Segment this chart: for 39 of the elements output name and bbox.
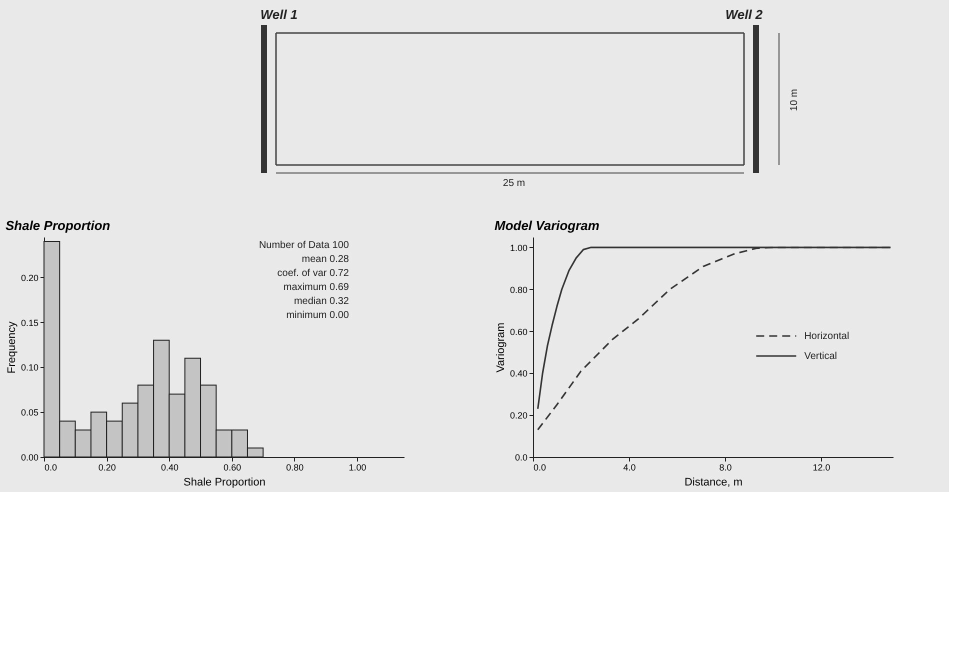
- y-axis-title: Frequency: [6, 321, 18, 374]
- x-tick-label: 0.0: [44, 462, 58, 472]
- annotation: median 0.32: [294, 296, 350, 307]
- text: 10 m: [789, 88, 800, 112]
- x-tick-label: 4.0: [623, 462, 636, 472]
- annotation: Number of Data 100: [258, 240, 350, 251]
- y-tick-label: 0.20: [510, 410, 528, 421]
- annotation: coef. of var 0.72: [277, 268, 350, 279]
- y-tick-label: 0.80: [510, 284, 528, 295]
- y-tick-label: 0.20: [20, 272, 38, 283]
- text: Well 2: [725, 7, 764, 22]
- x-tick-label: 0.60: [224, 462, 242, 472]
- annotation: mean 0.28: [302, 254, 350, 265]
- x-tick-label: 0.40: [160, 462, 178, 472]
- x-axis-title: Shale Proportion: [184, 476, 266, 488]
- x-tick-label: 1.00: [348, 462, 366, 472]
- x-tick-label: 8.0: [719, 462, 732, 472]
- x-tick-label: 12.0: [812, 462, 830, 472]
- y-tick-label: 0.40: [510, 368, 528, 379]
- y-tick-label: 0.05: [20, 408, 38, 418]
- x-tick-label: 0.0: [534, 462, 546, 472]
- y-tick-label: 0.15: [20, 318, 38, 328]
- x-tick-label: 0.80: [286, 462, 304, 472]
- y-tick-label: 0.0: [514, 452, 528, 462]
- y-axis-title: Variogram: [494, 322, 507, 372]
- chart-title: Model Variogram: [494, 218, 600, 233]
- y-tick-label: 0.00: [20, 452, 38, 462]
- chart-title: Shale Proportion: [5, 218, 110, 233]
- y-tick-label: 1.00: [510, 242, 528, 253]
- y-tick-label: 0.60: [510, 326, 528, 337]
- annotation: maximum 0.69: [283, 282, 350, 293]
- legend-label: Horizontal: [804, 331, 850, 342]
- annotation: minimum 0.00: [286, 310, 350, 321]
- x-axis-title: Distance, m: [684, 476, 743, 488]
- x-tick-label: 0.20: [98, 462, 116, 472]
- y-tick-label: 0.10: [20, 362, 38, 373]
- legend-label: Vertical: [804, 351, 837, 362]
- text: 25 m: [502, 178, 526, 189]
- text: Well 1: [260, 7, 298, 22]
